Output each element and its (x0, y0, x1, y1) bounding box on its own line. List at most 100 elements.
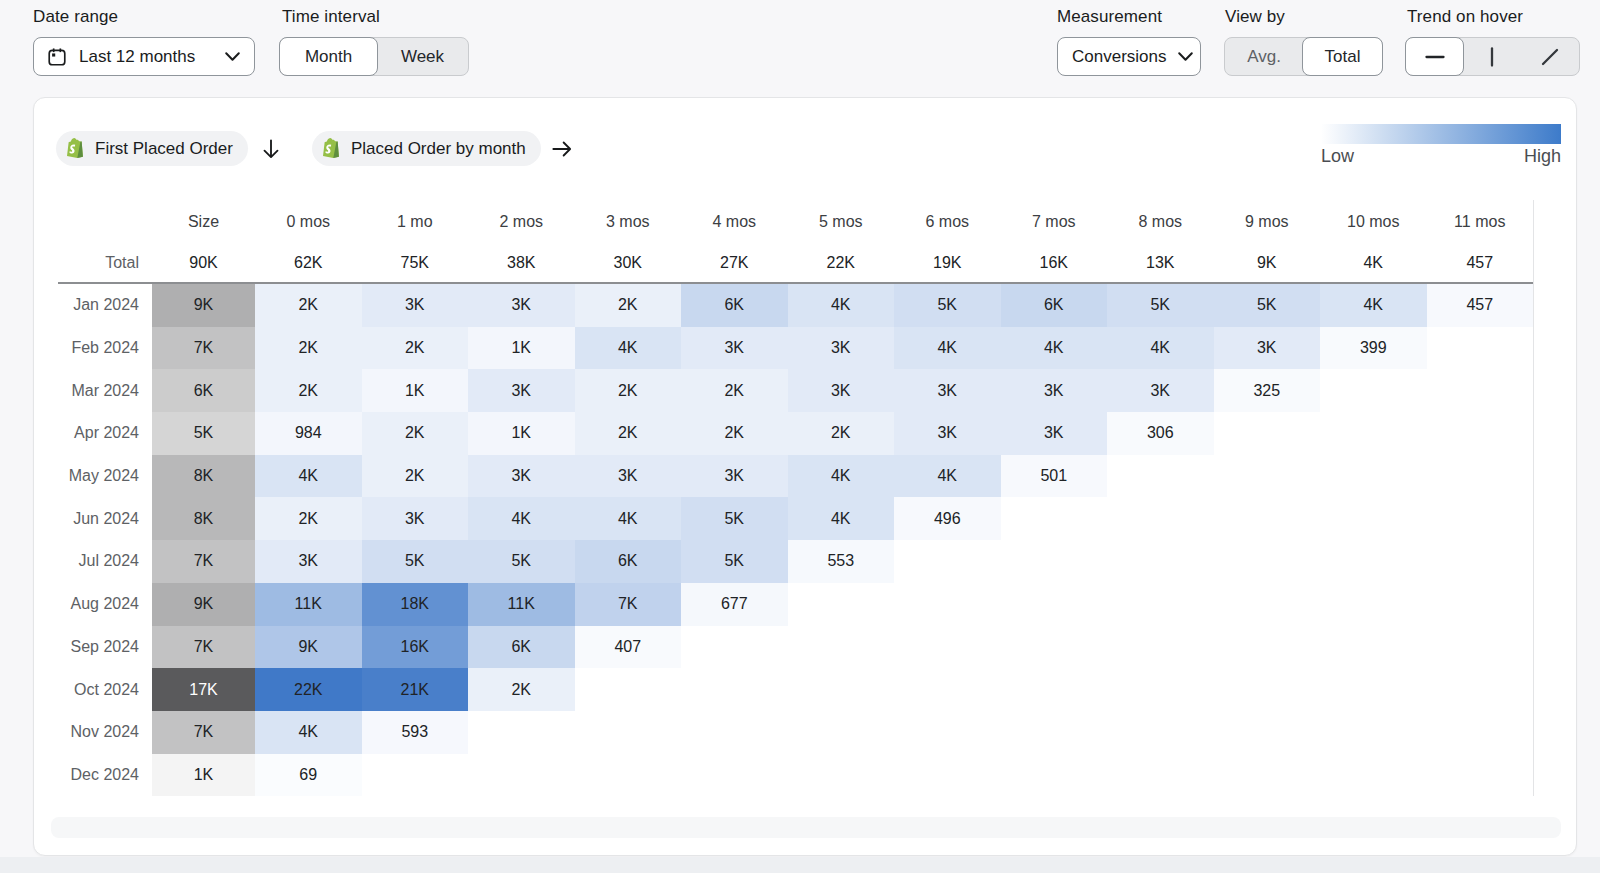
value-cell[interactable]: 11K (468, 583, 575, 626)
size-cell[interactable]: 7K (152, 711, 255, 754)
value-cell[interactable]: 3K (1107, 369, 1214, 412)
value-cell[interactable]: 9K (255, 626, 362, 669)
value-cell[interactable]: 2K (575, 412, 682, 455)
value-cell[interactable]: 11K (255, 583, 362, 626)
value-cell[interactable]: 2K (575, 284, 682, 327)
value-cell[interactable]: 6K (681, 284, 788, 327)
value-cell[interactable]: 4K (575, 327, 682, 370)
value-cell[interactable]: 5K (362, 540, 469, 583)
value-cell[interactable]: 3K (1001, 369, 1108, 412)
value-cell[interactable]: 69 (255, 754, 362, 797)
value-cell[interactable]: 2K (255, 497, 362, 540)
value-cell[interactable]: 3K (468, 369, 575, 412)
value-cell[interactable]: 2K (362, 327, 469, 370)
value-cell[interactable]: 407 (575, 626, 682, 669)
value-cell[interactable]: 4K (788, 497, 895, 540)
value-cell[interactable]: 2K (788, 412, 895, 455)
value-cell[interactable]: 2K (255, 284, 362, 327)
value-cell[interactable]: 2K (681, 369, 788, 412)
value-cell[interactable]: 3K (1001, 412, 1108, 455)
value-cell[interactable]: 4K (255, 711, 362, 754)
size-cell[interactable]: 7K (152, 626, 255, 669)
value-cell[interactable]: 5K (681, 497, 788, 540)
measurement-dropdown[interactable]: Conversions (1057, 37, 1201, 76)
value-cell[interactable]: 3K (1214, 327, 1321, 370)
value-cell[interactable]: 4K (894, 455, 1001, 498)
size-cell[interactable]: 6K (152, 369, 255, 412)
value-cell[interactable]: 4K (575, 497, 682, 540)
value-cell[interactable]: 3K (894, 369, 1001, 412)
value-cell[interactable]: 4K (788, 284, 895, 327)
value-cell[interactable]: 2K (255, 369, 362, 412)
value-cell[interactable]: 18K (362, 583, 469, 626)
value-cell[interactable]: 3K (468, 284, 575, 327)
value-cell[interactable]: 6K (1001, 284, 1108, 327)
value-cell[interactable]: 325 (1214, 369, 1321, 412)
horizontal-scrollbar[interactable] (51, 817, 1561, 838)
value-cell[interactable]: 496 (894, 497, 1001, 540)
size-cell[interactable]: 7K (152, 540, 255, 583)
value-cell[interactable]: 5K (1107, 284, 1214, 327)
value-cell[interactable]: 2K (362, 455, 469, 498)
size-cell[interactable]: 17K (152, 668, 255, 711)
size-cell[interactable]: 1K (152, 754, 255, 797)
size-cell[interactable]: 8K (152, 497, 255, 540)
value-cell[interactable]: 3K (575, 455, 682, 498)
interval-week-button[interactable]: Week (377, 38, 468, 75)
value-cell[interactable]: 984 (255, 412, 362, 455)
value-cell[interactable]: 16K (362, 626, 469, 669)
value-cell[interactable]: 2K (468, 668, 575, 711)
value-cell[interactable]: 1K (468, 327, 575, 370)
value-cell[interactable]: 306 (1107, 412, 1214, 455)
value-cell[interactable]: 553 (788, 540, 895, 583)
value-cell[interactable]: 677 (681, 583, 788, 626)
value-cell[interactable]: 4K (1320, 284, 1427, 327)
size-cell[interactable]: 5K (152, 412, 255, 455)
value-cell[interactable]: 5K (468, 540, 575, 583)
value-cell[interactable]: 5K (681, 540, 788, 583)
value-cell[interactable]: 2K (575, 369, 682, 412)
value-cell[interactable]: 5K (1214, 284, 1321, 327)
value-cell[interactable]: 4K (255, 455, 362, 498)
value-cell[interactable]: 6K (575, 540, 682, 583)
value-cell[interactable]: 4K (468, 497, 575, 540)
value-cell[interactable]: 2K (681, 412, 788, 455)
value-cell[interactable]: 457 (1427, 284, 1534, 327)
value-cell[interactable]: 5K (894, 284, 1001, 327)
value-cell[interactable]: 399 (1320, 327, 1427, 370)
value-cell[interactable]: 3K (255, 540, 362, 583)
value-cell[interactable]: 1K (468, 412, 575, 455)
value-cell[interactable]: 2K (362, 412, 469, 455)
value-cell[interactable]: 6K (468, 626, 575, 669)
value-cell[interactable]: 3K (362, 497, 469, 540)
return-event-badge[interactable]: Placed Order by month (312, 131, 541, 166)
trend-flat-button[interactable] (1405, 37, 1464, 76)
value-cell[interactable]: 22K (255, 668, 362, 711)
value-cell[interactable]: 3K (894, 412, 1001, 455)
value-cell[interactable]: 3K (362, 284, 469, 327)
value-cell[interactable]: 501 (1001, 455, 1108, 498)
size-cell[interactable]: 8K (152, 455, 255, 498)
cohort-event-badge[interactable]: First Placed Order (56, 131, 248, 166)
trend-diagonal-button[interactable] (1521, 38, 1579, 75)
date-range-button[interactable]: Last 12 months (33, 37, 255, 76)
value-cell[interactable]: 7K (575, 583, 682, 626)
value-cell[interactable]: 3K (681, 327, 788, 370)
view-by-avg-button[interactable]: Avg. (1225, 38, 1303, 75)
value-cell[interactable]: 3K (788, 369, 895, 412)
value-cell[interactable]: 3K (681, 455, 788, 498)
size-cell[interactable]: 9K (152, 284, 255, 327)
view-by-total-button[interactable]: Total (1302, 37, 1383, 76)
value-cell[interactable]: 2K (255, 327, 362, 370)
size-cell[interactable]: 7K (152, 327, 255, 370)
value-cell[interactable]: 4K (1107, 327, 1214, 370)
value-cell[interactable]: 3K (468, 455, 575, 498)
interval-month-button[interactable]: Month (279, 37, 378, 76)
value-cell[interactable]: 4K (788, 455, 895, 498)
value-cell[interactable]: 21K (362, 668, 469, 711)
value-cell[interactable]: 4K (894, 327, 1001, 370)
size-cell[interactable]: 9K (152, 583, 255, 626)
value-cell[interactable]: 3K (788, 327, 895, 370)
trend-vertical-button[interactable] (1463, 38, 1521, 75)
value-cell[interactable]: 4K (1001, 327, 1108, 370)
